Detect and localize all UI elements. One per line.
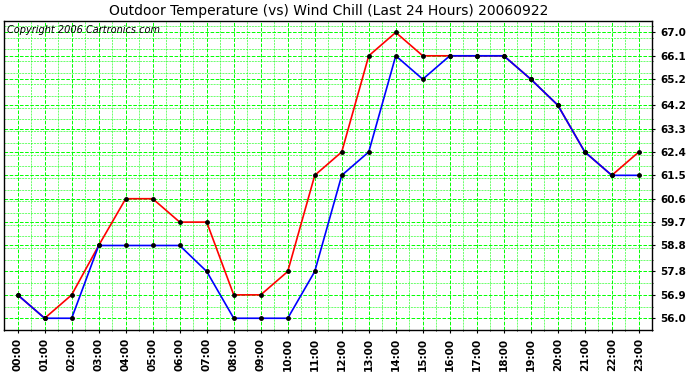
Text: Copyright 2006 Cartronics.com: Copyright 2006 Cartronics.com	[8, 26, 160, 35]
Title: Outdoor Temperature (vs) Wind Chill (Last 24 Hours) 20060922: Outdoor Temperature (vs) Wind Chill (Las…	[108, 4, 548, 18]
